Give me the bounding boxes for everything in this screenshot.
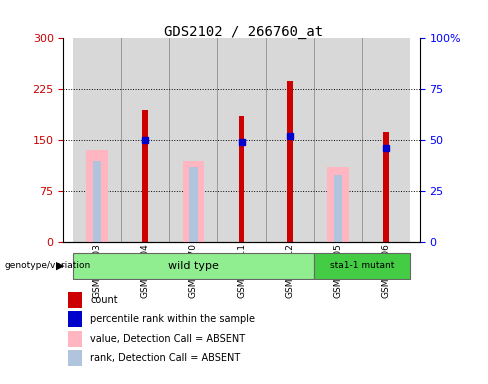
FancyBboxPatch shape (73, 253, 314, 279)
Bar (218, 38, 265, 242)
Bar (189, 167, 198, 242)
Bar (265, 38, 314, 242)
Bar (67, 350, 82, 366)
FancyBboxPatch shape (314, 253, 410, 279)
Bar (121, 38, 169, 242)
Bar (362, 38, 410, 242)
Bar (169, 38, 218, 242)
Bar (333, 175, 342, 242)
Text: count: count (90, 295, 118, 305)
Bar (86, 151, 108, 242)
Bar (183, 161, 204, 242)
Text: sta1-1 mutant: sta1-1 mutant (330, 262, 394, 270)
Text: value, Detection Call = ABSENT: value, Detection Call = ABSENT (90, 334, 245, 344)
Text: percentile rank within the sample: percentile rank within the sample (90, 314, 255, 324)
Bar (93, 161, 102, 242)
Bar (73, 38, 121, 242)
Text: rank, Detection Call = ABSENT: rank, Detection Call = ABSENT (90, 353, 241, 363)
Bar (383, 132, 389, 242)
Bar (142, 110, 148, 242)
Bar (67, 331, 82, 347)
Bar (67, 311, 82, 327)
Bar (327, 167, 348, 242)
Bar (239, 116, 244, 242)
Bar (67, 292, 82, 308)
Text: wild type: wild type (168, 261, 219, 271)
Text: GDS2102 / 266760_at: GDS2102 / 266760_at (164, 25, 324, 39)
Text: ▶: ▶ (56, 261, 64, 271)
Bar (314, 38, 362, 242)
Bar (287, 81, 293, 242)
Text: genotype/variation: genotype/variation (5, 261, 91, 270)
